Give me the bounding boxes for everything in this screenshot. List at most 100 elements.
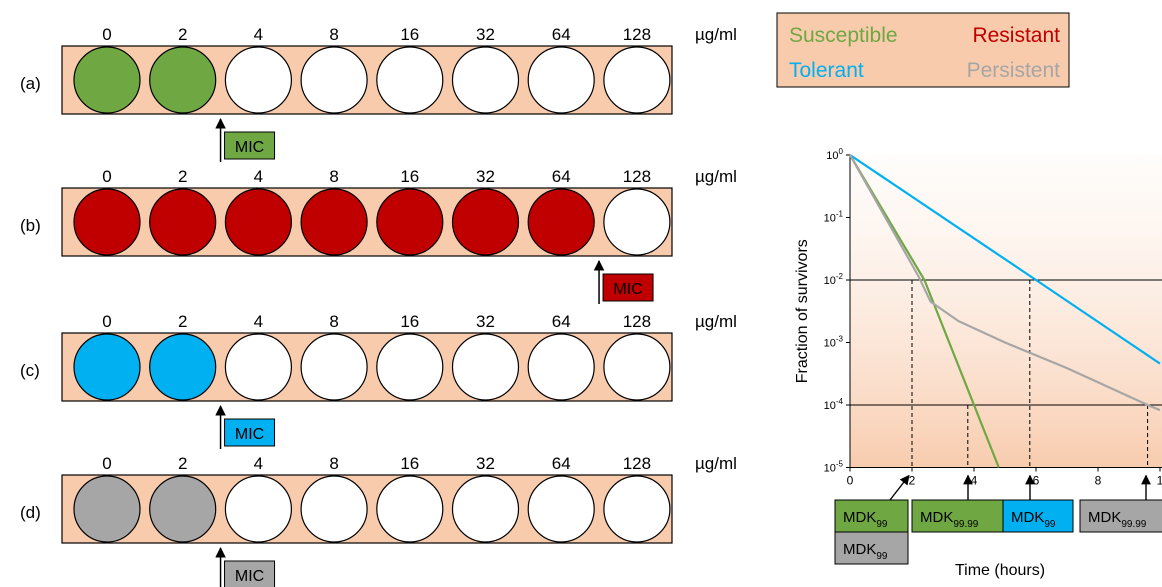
concentration-label: 32 [476, 454, 495, 473]
plate-row: (a) 0 2 4 8 16 32 64 128 µg/ml MIC [20, 25, 737, 162]
series-line [849, 154, 1161, 365]
clear-well [603, 46, 671, 114]
y-tick-label: 10-4 [824, 397, 844, 412]
plate-panels: (a) 0 2 4 8 16 32 64 128 µg/ml MIC (b) 0 2 4 8 16 32 64 128… [20, 25, 737, 587]
clear-well [527, 46, 595, 114]
concentration-label: 64 [552, 454, 571, 473]
growth-well [73, 188, 141, 256]
y-tick-label: 10-5 [824, 460, 844, 475]
mic-box [224, 560, 276, 587]
x-tick-label: 1 [1157, 474, 1162, 488]
mic-box [224, 418, 276, 447]
mdk-marker: MDK99 [834, 474, 910, 533]
clear-well [376, 46, 444, 114]
concentration-label: 16 [400, 312, 419, 331]
mic-box [602, 273, 654, 302]
clear-well [376, 333, 444, 401]
clear-well [376, 475, 444, 543]
concentration-label: 32 [476, 25, 495, 44]
concentration-label: 16 [400, 454, 419, 473]
concentration-label: 0 [102, 25, 111, 44]
plate-row: (b) 0 2 4 8 16 32 64 128 µg/ml MIC [20, 167, 737, 304]
plate-row: (d) 0 2 4 8 16 32 64 128 µg/ml MIC [20, 454, 737, 587]
growth-well [224, 188, 292, 256]
clear-well [451, 46, 520, 114]
mdk-box [1079, 499, 1162, 533]
row-label: (a) [20, 74, 41, 93]
mdk-label: MDK99 [843, 541, 888, 562]
mdk-box [834, 531, 909, 565]
mic-label: MIC [235, 426, 264, 443]
clear-well [603, 475, 671, 543]
concentration-label: 8 [329, 312, 338, 331]
concentration-label: 128 [623, 454, 651, 473]
growth-well [376, 188, 444, 256]
concentration-label: 4 [254, 167, 263, 186]
concentration-label: 32 [476, 167, 495, 186]
growth-well [73, 333, 141, 401]
mdk-label: MDK99 [1011, 509, 1056, 530]
concentration-label: 8 [329, 25, 338, 44]
concentration-label: 128 [623, 167, 651, 186]
mdk-label: MDK99 [843, 509, 888, 530]
mdk-marker: MDK99.99 [1079, 474, 1162, 533]
concentration-label: 8 [329, 454, 338, 473]
clear-well [527, 333, 595, 401]
concentration-label: 64 [552, 25, 571, 44]
clear-well [527, 475, 595, 543]
x-tick-label: 8 [1095, 474, 1102, 488]
plate-row: (c) 0 2 4 8 16 32 64 128 µg/ml MIC [20, 312, 737, 449]
concentration-label: 8 [329, 167, 338, 186]
y-tick-label: 10-1 [824, 210, 844, 225]
concentration-label: 64 [552, 167, 571, 186]
growth-well [149, 333, 217, 401]
plot-area [850, 155, 1162, 468]
concentration-label: 0 [102, 454, 111, 473]
row-label: (d) [20, 503, 41, 522]
legend-item: Tolerant [789, 59, 864, 82]
unit-label: µg/ml [695, 454, 737, 473]
legend-item: Persistent [967, 59, 1061, 82]
mdk-marker: MDK99 [834, 531, 909, 565]
mdk-arrow [889, 474, 910, 501]
y-tick-label: 100 [826, 147, 843, 162]
growth-well [451, 188, 520, 256]
kill-curve-chart: 100 10-1 10-2 10-3 10-4 10-50 2 4 6 8 1 Fraction of… [794, 147, 1162, 579]
y-axis-label: Fraction of survivors [794, 239, 811, 383]
concentration-label: 2 [178, 454, 187, 473]
clear-well [224, 475, 292, 543]
concentration-label: 128 [623, 312, 651, 331]
growth-well [149, 188, 217, 256]
mdk-label: MDK99.99 [1088, 509, 1147, 530]
mic-box [224, 131, 276, 160]
growth-well [149, 46, 217, 114]
clear-well [300, 333, 368, 401]
clear-well [300, 46, 368, 114]
clear-well [451, 475, 520, 543]
concentration-label: 64 [552, 312, 571, 331]
growth-well [73, 475, 141, 543]
concentration-label: 16 [400, 25, 419, 44]
unit-label: µg/ml [695, 167, 737, 186]
mic-label: MIC [613, 281, 642, 298]
mdk-marker: MDK99 [1002, 474, 1074, 533]
growth-well [149, 475, 217, 543]
growth-well [527, 188, 595, 256]
clear-well [603, 188, 671, 256]
concentration-label: 16 [400, 167, 419, 186]
growth-well [300, 188, 368, 256]
mic-label: MIC [235, 568, 264, 585]
x-tick-label: 4 [971, 474, 978, 488]
x-tick-label: 6 [1033, 474, 1040, 488]
unit-label: µg/ml [695, 312, 737, 331]
concentration-label: 32 [476, 312, 495, 331]
concentration-label: 4 [254, 312, 263, 331]
concentration-label: 0 [102, 167, 111, 186]
concentration-label: 2 [178, 167, 187, 186]
clear-well [300, 475, 368, 543]
mdk-box [834, 499, 909, 533]
legend-box [776, 12, 1070, 88]
row-label: (b) [20, 216, 41, 235]
legend-item: Resistant [972, 24, 1060, 47]
concentration-label: 128 [623, 25, 651, 44]
